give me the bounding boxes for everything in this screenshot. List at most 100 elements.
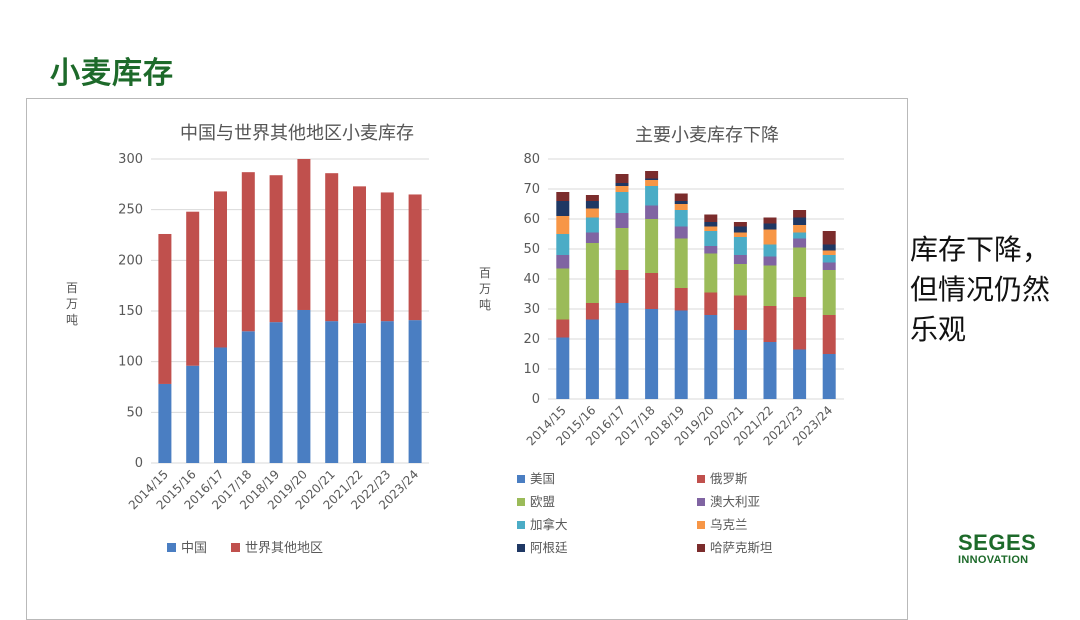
- c1-bar-1-2: [186, 365, 200, 463]
- c2-legend-label-1: 美国: [530, 471, 555, 486]
- c1-bar-1-5: [269, 322, 283, 463]
- c2-bar-5-5: [674, 210, 688, 227]
- c2-bar-8-10: [822, 231, 836, 245]
- c1-bar-2-5: [269, 175, 283, 323]
- c2-bar-8-4: [645, 171, 659, 179]
- c1-y-tick-label: 200: [118, 253, 143, 268]
- c2-bar-1-2: [585, 319, 599, 399]
- c2-legend-label-2: 俄罗斯: [710, 471, 748, 486]
- c1-bar-1-4: [241, 331, 255, 463]
- c2-bar-2-7: [733, 295, 747, 330]
- c1-bar-2-10: [408, 194, 422, 321]
- c2-bar-5-10: [822, 255, 836, 263]
- c2-legend-swatch-2: [697, 475, 705, 483]
- c2-bar-3-9: [793, 247, 807, 297]
- c2-bar-7-4: [645, 178, 659, 180]
- c2-bar-4-3: [615, 213, 629, 228]
- c2-bar-5-7: [733, 237, 747, 255]
- side-note-line-3: 乐观: [910, 313, 967, 346]
- c2-bar-2-4: [645, 273, 659, 309]
- c2-bar-4-2: [585, 232, 599, 243]
- c2-bar-6-3: [615, 186, 629, 192]
- c2-bar-7-5: [674, 201, 688, 204]
- c2-y-tick-label: 20: [523, 332, 540, 347]
- c2-bar-7-6: [704, 222, 718, 227]
- c1-y-tick-label: 150: [118, 304, 143, 319]
- c2-y-tick-label: 30: [523, 302, 540, 317]
- c1-bar-1-6: [297, 309, 311, 463]
- c2-bar-3-4: [645, 219, 659, 273]
- charts-svg: 中国与世界其他地区小麦库存百万吨0501001502002503002014/1…: [66, 123, 844, 556]
- c2-bar-8-6: [704, 214, 718, 222]
- c2-bar-7-8: [763, 223, 777, 230]
- c2-bar-6-4: [645, 180, 659, 186]
- c2-bar-3-7: [733, 264, 747, 296]
- slide-title: 小麦库存: [50, 56, 174, 91]
- c2-y-tick-label: 80: [523, 152, 540, 167]
- c2-bar-4-10: [822, 262, 836, 270]
- c2-legend-swatch-6: [697, 521, 705, 529]
- c2-y-tick-label: 40: [523, 272, 540, 287]
- c2-bar-1-9: [793, 349, 807, 399]
- chart-panel: 中国与世界其他地区小麦库存百万吨 0 50 100 150 200 250 300 2014/1…: [26, 98, 908, 620]
- c2-bar-8-8: [763, 217, 777, 224]
- c2-bar-8-3: [615, 174, 629, 183]
- c1-y-tick-label: 100: [118, 355, 143, 370]
- logo-sub-text: INNOVATION: [958, 554, 1029, 566]
- c2-bar-6-1: [556, 216, 570, 234]
- c2-bar-1-6: [704, 315, 718, 399]
- c2-bar-7-1: [556, 201, 570, 216]
- c1-bar-1-1: [158, 383, 172, 463]
- c2-bar-3-3: [615, 228, 629, 270]
- c2-legend-label-4: 澳大利亚: [710, 494, 760, 509]
- c1-bar-1-8: [353, 323, 366, 463]
- c1-bar-2-8: [353, 186, 366, 324]
- c2-bar-6-2: [585, 208, 599, 218]
- c2-bar-4-4: [645, 205, 659, 219]
- c2-bar-3-8: [763, 265, 777, 306]
- c2-bar-8-1: [556, 192, 570, 201]
- side-note-line-2: 但情况仍然: [910, 273, 1051, 306]
- c2-y-tick-label: 60: [523, 212, 540, 227]
- c2-chart-title: 主要小麦库存下降: [635, 125, 779, 146]
- c2-bar-5-8: [763, 244, 777, 257]
- c2-ylabel-char: 吨: [479, 298, 491, 312]
- c2-bar-4-6: [704, 246, 718, 254]
- c2-bar-1-10: [822, 354, 836, 399]
- c2-bar-1-3: [615, 303, 629, 399]
- c2-y-tick-label: 10: [523, 362, 540, 377]
- c2-bar-7-10: [822, 244, 836, 251]
- c2-legend-label-3: 欧盟: [530, 494, 555, 509]
- c2-y-tick-label: 50: [523, 242, 540, 257]
- c2-bar-7-7: [733, 226, 747, 233]
- c2-y-tick-label: 0: [532, 392, 540, 407]
- c2-bar-6-5: [674, 204, 688, 210]
- c2-bar-4-8: [763, 256, 777, 266]
- c2-bar-4-7: [733, 255, 747, 264]
- c1-bar-1-10: [408, 320, 422, 463]
- c2-ylabel-char: 百: [479, 266, 491, 280]
- c1-y-tick-label: 0: [135, 456, 143, 471]
- logo-main-text: SEGES: [958, 530, 1037, 555]
- c1-legend-label-1: 中国: [181, 541, 207, 556]
- c2-bar-5-6: [704, 231, 718, 246]
- c2-bar-2-1: [556, 319, 570, 338]
- c1-legend-label-2: 世界其他地区: [245, 541, 323, 556]
- c2-bar-7-9: [793, 217, 807, 225]
- c2-bar-1-1: [556, 337, 570, 399]
- c2-y-tick-label: 70: [523, 182, 540, 197]
- c2-bar-6-9: [793, 225, 807, 233]
- c1-bar-2-2: [186, 211, 200, 366]
- c2-bar-3-1: [556, 268, 570, 320]
- c2-bar-3-5: [674, 238, 688, 288]
- c2-bar-8-7: [733, 222, 747, 227]
- c1-legend-swatch-1: [167, 543, 176, 552]
- c2-bar-5-3: [615, 192, 629, 213]
- c1-ylabel-char: 万: [66, 297, 78, 311]
- c2-bar-6-7: [733, 232, 747, 237]
- c2-legend-label-6: 乌克兰: [710, 517, 748, 532]
- c2-bar-7-2: [585, 201, 599, 209]
- c2-bar-5-1: [556, 234, 570, 255]
- c2-legend-swatch-3: [517, 498, 525, 506]
- c2-legend-label-7: 阿根廷: [530, 540, 568, 555]
